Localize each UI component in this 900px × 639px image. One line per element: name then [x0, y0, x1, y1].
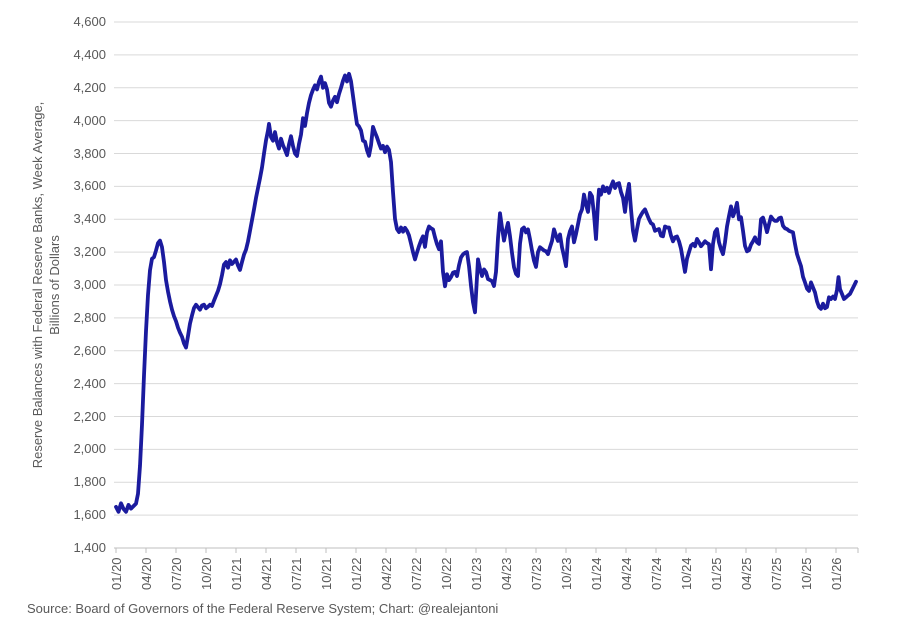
x-tick-label: 04/25 [739, 557, 754, 590]
x-tick-label: 01/26 [829, 557, 844, 590]
y-tick-label: 1,800 [73, 474, 106, 490]
y-tick-label: 2,000 [73, 441, 106, 457]
y-tick-label: 3,400 [73, 211, 106, 227]
x-tick-label: 01/25 [709, 557, 724, 590]
y-tick-label: 2,600 [73, 342, 106, 358]
data-line [114, 71, 858, 514]
x-tick-label: 10/21 [319, 557, 334, 590]
y-tick-label: 4,600 [73, 14, 106, 29]
y-tick-label: 2,200 [73, 408, 106, 424]
x-tick-label: 10/22 [439, 557, 454, 590]
x-tick-label: 07/22 [409, 557, 424, 590]
x-tick-label: 07/21 [289, 557, 304, 590]
y-tick-label: 1,400 [73, 540, 106, 555]
x-tick-label: 04/20 [139, 557, 154, 590]
x-tick-label: 04/21 [259, 557, 274, 590]
y-tick-label: 4,200 [73, 79, 106, 95]
x-tick-label: 10/23 [559, 557, 574, 590]
y-axis-title-line1: Reserve Balances with Federal Reserve Ba… [30, 101, 46, 469]
x-tick-label: 07/25 [769, 557, 784, 590]
x-tick-label: 01/24 [589, 557, 604, 590]
x-tick-label: 07/20 [169, 557, 184, 590]
x-tick-label: 10/20 [199, 557, 214, 590]
x-tick-label: 04/22 [379, 557, 394, 590]
x-tick-label: 10/25 [799, 557, 814, 590]
x-tick-label: 01/22 [349, 557, 364, 590]
x-tick-label: 10/24 [679, 557, 694, 590]
x-tick-label: 01/20 [109, 557, 124, 590]
x-tick-label: 01/21 [229, 557, 244, 590]
y-tick-label: 3,600 [73, 178, 106, 194]
y-tick-label: 4,400 [73, 46, 106, 62]
y-tick-label: 3,800 [73, 145, 106, 161]
y-tick-label: 2,800 [73, 309, 106, 325]
x-tick-label: 07/23 [529, 557, 544, 590]
y-tick-label: 4,000 [73, 112, 106, 128]
y-tick-label: 3,200 [73, 244, 106, 260]
x-tick-label: 04/24 [619, 557, 634, 590]
y-tick-label: 3,000 [73, 277, 106, 292]
y-tick-label: 2,400 [73, 375, 106, 391]
y-tick-label: 1,600 [73, 507, 106, 523]
x-tick-label: 07/24 [649, 557, 664, 590]
source-note: Source: Board of Governors of the Federa… [27, 601, 499, 616]
x-tick-label: 01/23 [469, 557, 484, 590]
x-tick-label: 04/23 [499, 557, 514, 590]
